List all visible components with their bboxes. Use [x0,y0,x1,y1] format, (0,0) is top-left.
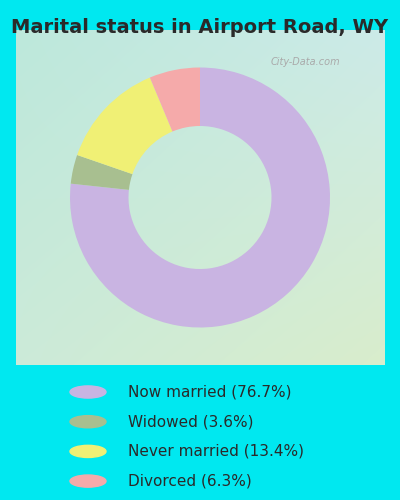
Text: Widowed (3.6%): Widowed (3.6%) [128,414,254,429]
Wedge shape [70,68,330,328]
Text: Now married (76.7%): Now married (76.7%) [128,384,292,400]
Wedge shape [77,78,172,174]
Text: Divorced (6.3%): Divorced (6.3%) [128,474,252,488]
Wedge shape [71,155,132,190]
Wedge shape [150,68,200,132]
Circle shape [70,386,106,398]
Circle shape [70,416,106,428]
Circle shape [70,475,106,487]
Circle shape [70,446,106,458]
Text: Marital status in Airport Road, WY: Marital status in Airport Road, WY [12,18,388,37]
Text: City-Data.com: City-Data.com [270,57,340,67]
Text: Never married (13.4%): Never married (13.4%) [128,444,304,459]
